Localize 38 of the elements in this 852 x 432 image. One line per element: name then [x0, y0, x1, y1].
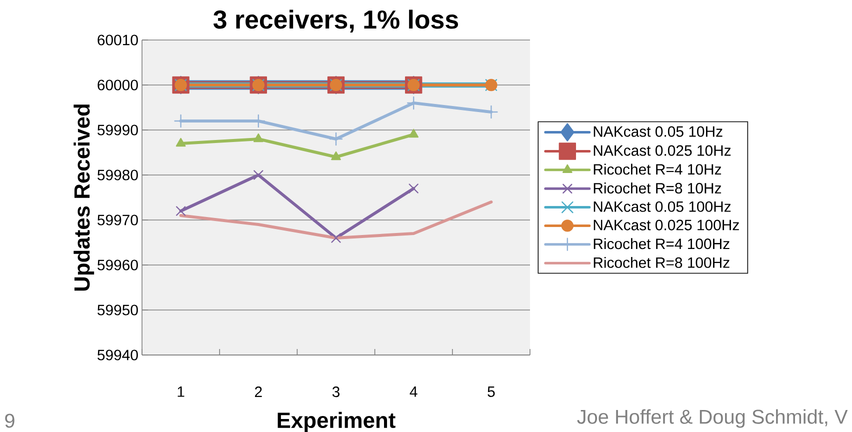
point — [329, 132, 343, 146]
y-tick-label: 59970 — [98, 214, 138, 226]
point — [331, 233, 341, 243]
point — [331, 151, 341, 160]
y-tick-label: 59980 — [98, 170, 138, 180]
legend-label: NAKcast 0.05 10Hz — [594, 126, 722, 137]
point — [407, 96, 420, 110]
point — [253, 133, 264, 142]
legend-label: Ricochet R=4 100Hz — [594, 238, 730, 250]
text: 9 — [5, 414, 14, 428]
y-tick-label: 60000 — [98, 80, 138, 90]
point — [484, 105, 498, 119]
y-tick-label: 59940 — [98, 350, 138, 360]
x-tick-label: 1 — [178, 386, 184, 397]
line-series — [179, 200, 493, 240]
point — [176, 206, 186, 216]
y-tick-label: 59990 — [98, 124, 138, 136]
x-tick-label: 2 — [255, 386, 262, 397]
y-tick-label: 59960 — [98, 260, 138, 270]
y-axis-title: Updates Received — [74, 104, 94, 291]
x-tick-label: 3 — [332, 386, 340, 398]
legend-label: Ricochet R=8 10Hz — [594, 182, 722, 194]
x-axis-title: Experiment — [278, 412, 396, 432]
y-tick-label: 60010 — [98, 34, 138, 46]
legend-label: Ricochet R=8 100Hz — [594, 256, 730, 268]
point — [176, 138, 186, 147]
legend-label: Ricochet R=4 10Hz — [594, 164, 722, 175]
x-tick-label: 5 — [488, 386, 495, 397]
chart-title: 3 receivers, 1% loss — [213, 10, 458, 33]
legend-label: NAKcast 0.025 10Hz — [594, 145, 731, 156]
x-tick-label: 4 — [410, 386, 418, 397]
legend-label: NAKcast 0.05 100Hz — [594, 201, 731, 212]
point — [408, 128, 419, 138]
text: Joe Hoffert & Doug Schmidt, V — [577, 409, 848, 428]
legend-label: NAKcast 0.025 100Hz — [594, 220, 739, 230]
point — [254, 170, 264, 180]
point — [408, 184, 418, 194]
y-tick-label: 59950 — [98, 304, 138, 316]
